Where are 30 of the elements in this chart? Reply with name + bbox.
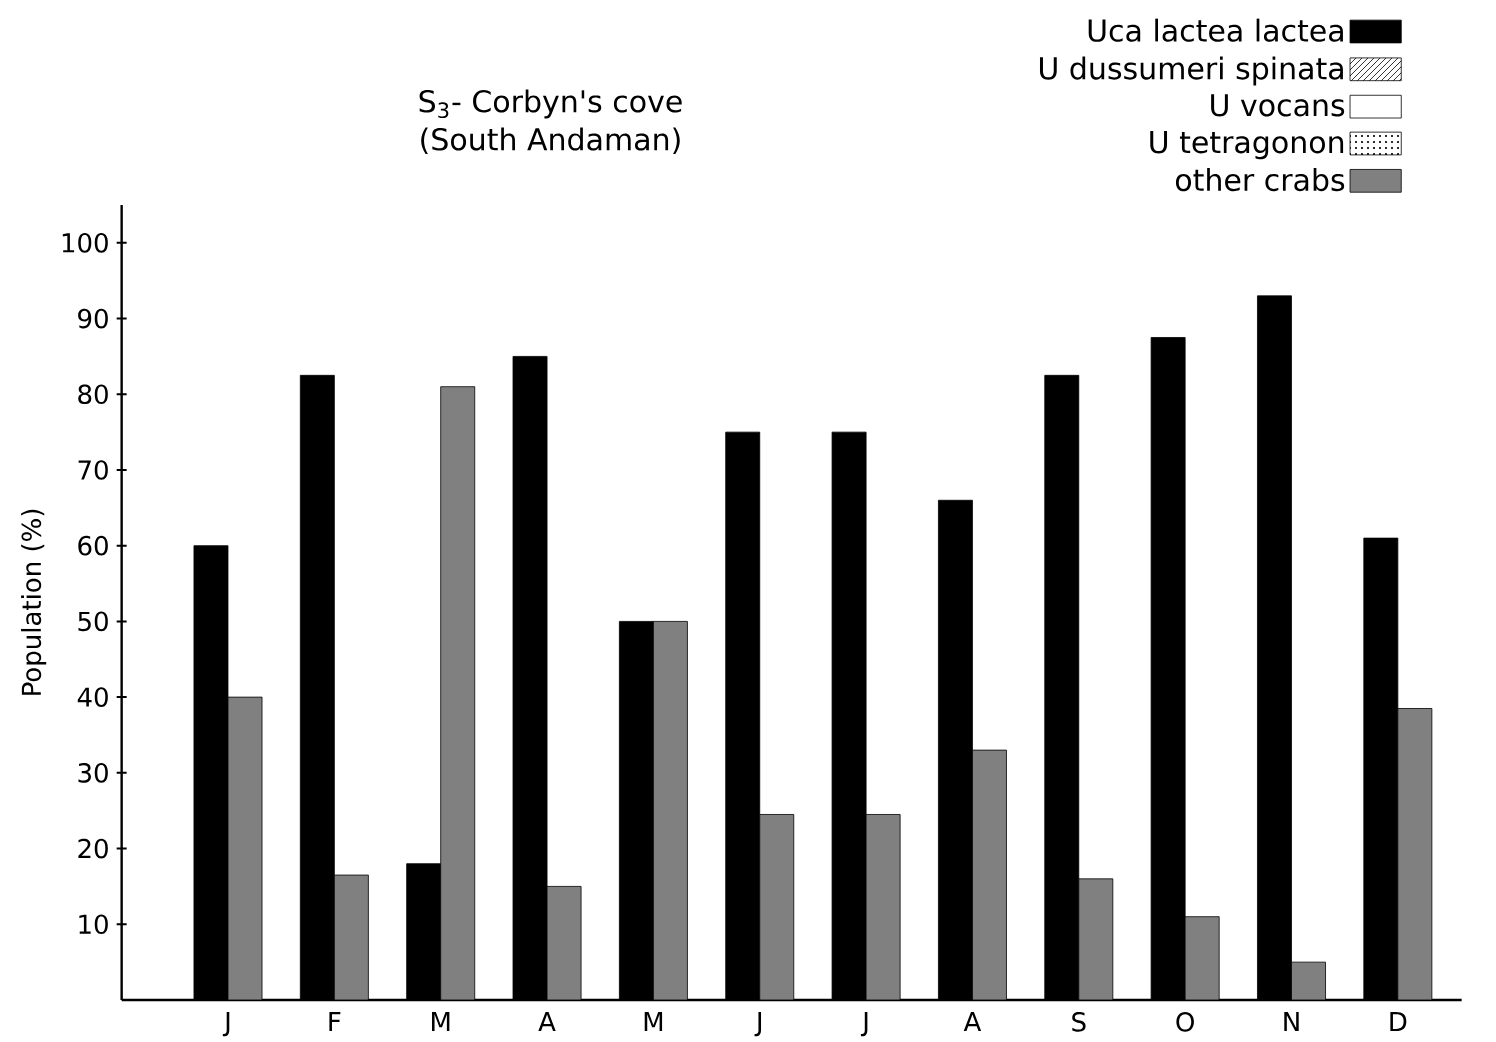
legend-label: Uca lactea lactea (1088, 18, 1343, 42)
x-tick-label: D (1390, 1012, 1407, 1031)
x-tick-label: A (963, 1012, 982, 1031)
chart-title: S$_{3}$- Corbyn's cove (419, 89, 682, 119)
legend-label: U tetragonon (1150, 131, 1344, 160)
y-axis-title: Population (%) (21, 509, 47, 695)
legend-label: other crabs (1175, 167, 1345, 192)
x-tick-label: F (329, 1012, 341, 1031)
legend-label: U dussumeri spinata (1039, 56, 1343, 86)
y-tick-label: 70 (78, 460, 108, 480)
x-tick-label: M (644, 1012, 663, 1031)
legend-label: U vocans (1211, 94, 1345, 117)
y-tick-label: 90 (78, 308, 108, 329)
x-tick-label: J (222, 1012, 230, 1037)
y-tick-label: 80 (78, 384, 108, 405)
x-tick-label: J (754, 1012, 762, 1037)
x-tick-label: A (538, 1012, 556, 1031)
y-tick-label: 60 (78, 535, 108, 556)
y-tick-label: 50 (78, 611, 108, 632)
chart-subtitle: (South Andaman) (421, 127, 680, 155)
x-tick-label: O (1176, 1012, 1194, 1032)
y-tick-label: 10 (79, 914, 108, 935)
x-tick-label: M (432, 1012, 450, 1031)
x-tick-label: N (1284, 1012, 1299, 1031)
y-tick-label: 40 (77, 687, 108, 707)
y-tick-label: 30 (78, 763, 108, 783)
x-tick-label: J (860, 1012, 868, 1037)
x-tick-label: S (1072, 1012, 1086, 1032)
y-tick-label: 20 (78, 838, 108, 859)
y-tick-label: 100 (62, 233, 108, 253)
